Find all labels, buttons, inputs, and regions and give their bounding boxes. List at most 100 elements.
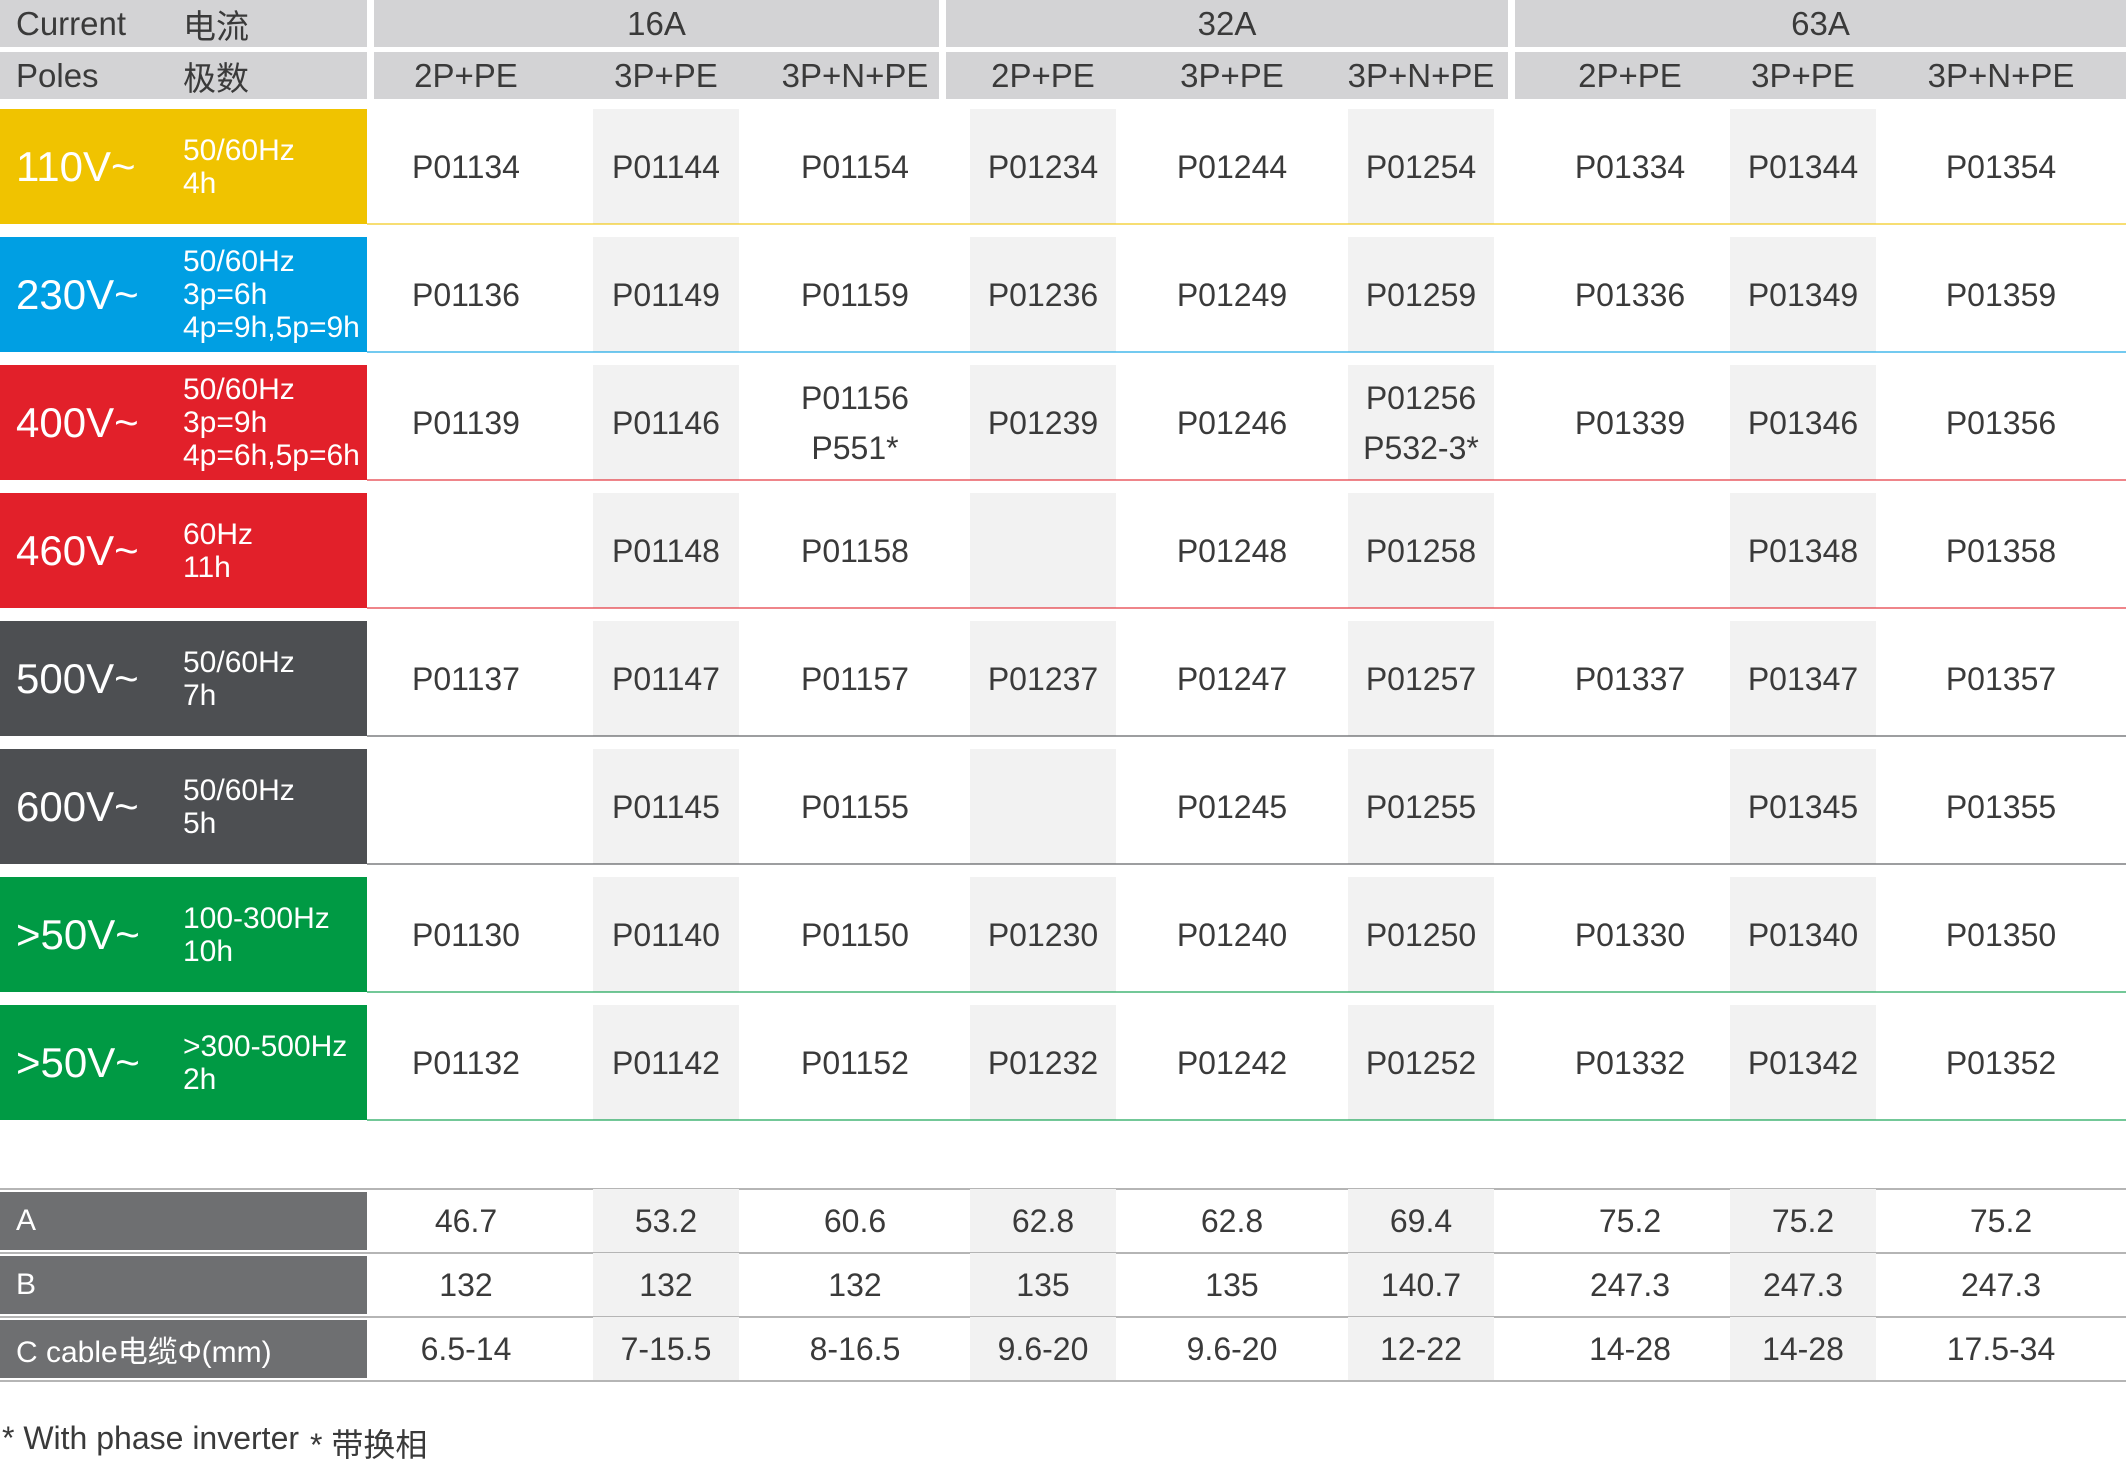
product-code-cell: P01237 [948,621,1138,736]
frequency-duration: 50/60Hz 3p=9h 4p=6h,5p=6h [183,373,360,472]
dimension-label: A [16,1204,37,1237]
voltage-cell: 600V~ 50/60Hz 5h [0,749,367,864]
column-shade [1730,237,1876,352]
dimension-value-cell: 75.2 [1535,1192,1725,1250]
product-code: P01255 [1365,788,1477,825]
voltage-label: 460V~ [16,526,139,574]
product-code-cell: P01345 [1708,749,1898,864]
poles-label: Poles [16,56,99,94]
dimension-value-cell: 247.3 [1906,1256,2096,1314]
dimension-value-cell: 135 [1137,1256,1327,1314]
frequency-line: 100-300Hz [183,901,330,935]
dimension-value-cell: 8-16.5 [760,1320,950,1378]
product-code-cell: P01156 P551* [760,365,950,480]
product-code-cell [1535,749,1725,864]
dimension-value-cell: 62.8 [948,1192,1138,1250]
product-code: P01252 [1365,1044,1477,1081]
frequency-duration: 60Hz 11h [183,518,253,584]
product-code: P01134 [412,148,520,185]
product-code: P532-3* [1363,429,1479,466]
dimension-value: 135 [1016,1267,1070,1303]
column-shade [593,1005,739,1120]
product-code: P01249 [1176,276,1288,313]
product-code-cell: P01147 [571,621,761,736]
product-code: P01355 [1945,788,2057,825]
product-code: P01144 [612,148,720,185]
poles-group-band [946,52,1508,99]
product-code-cell: P01350 [1906,877,2096,992]
row-separator [367,351,2126,353]
pole-header-cell: 3P+N+PE [1906,52,2096,99]
product-code-cell: P01139 [371,365,561,480]
voltage-cell: >50V~ 100-300Hz 10h [0,877,367,992]
dimension-value-cell: 6.5-14 [371,1320,561,1378]
column-shade [1730,1253,1876,1317]
dimension-value: 6.5-14 [420,1331,512,1367]
pole-label: 3P+N+PE [1347,56,1495,94]
column-shade [1730,493,1876,608]
product-code: P01230 [987,916,1099,953]
dimension-value-cell: 247.3 [1708,1256,1898,1314]
column-shade [970,237,1116,352]
product-code-cell: P01236 [948,237,1138,352]
product-code-cell: P01358 [1906,493,2096,608]
product-code: P01240 [1176,916,1288,953]
pole-label: 3P+N+PE [1927,56,2075,94]
product-code-cell: P01359 [1906,237,2096,352]
pole-label: 3P+N+PE [781,56,929,94]
product-code: P01136 [412,276,520,313]
product-code-cell: P01136 [371,237,561,352]
product-code: P01257 [1365,660,1477,697]
column-shade [593,621,739,736]
voltage-cell: 230V~ 50/60Hz 3p=6h 4p=9h,5p=9h [0,237,367,352]
column-shade [593,749,739,864]
frequency-line: 5h [183,806,217,840]
pole-header-cell: 2P+PE [948,52,1138,99]
product-code: P01254 [1365,148,1477,185]
product-code-cell: P01130 [371,877,561,992]
voltage-label: 110V~ [16,142,136,190]
product-code-cell [948,493,1138,608]
product-code: P01250 [1365,916,1477,953]
dimension-value: 75.2 [1771,1203,1835,1239]
row-separator [367,735,2126,737]
product-code-cell: P01355 [1906,749,2096,864]
dimension-value: 62.8 [1011,1203,1075,1239]
product-code: P01345 [1747,788,1859,825]
pole-header-cell: 3P+PE [571,52,761,99]
dimension-label: B [16,1268,37,1301]
current-group-label: 63A [1791,4,1850,42]
product-code-cell: P01354 [1906,109,2096,224]
product-code: P01330 [1574,916,1686,953]
dimension-value: 75.2 [1969,1203,2033,1239]
frequency-line: 50/60Hz [183,245,295,278]
pole-label: 3P+PE [1751,56,1855,94]
product-code-cell: P01334 [1535,109,1725,224]
current-label: Current [16,4,127,42]
dimension-value: 12-22 [1380,1331,1462,1367]
product-code: P01357 [1945,660,2057,697]
product-code-cell: P01149 [571,237,761,352]
dimension-value: 8-16.5 [809,1331,901,1367]
dimension-value: 132 [439,1267,493,1303]
dimension-label-cell: A [0,1192,367,1250]
frequency-line: 2h [183,1062,217,1096]
product-code: P01344 [1747,148,1859,185]
product-code-cell: P01255 [1326,749,1516,864]
current-group-header: 63A [1515,0,2126,47]
product-code-cell: P01249 [1137,237,1327,352]
dimension-value-cell: 140.7 [1326,1256,1516,1314]
dimension-value-cell: 132 [760,1256,950,1314]
dimension-value-cell: 9.6-20 [948,1320,1138,1378]
product-code: P01237 [987,660,1099,697]
frequency-line: 4p=9h,5p=9h [183,311,360,344]
frequency-line: 7h [183,678,217,712]
column-shade [593,493,739,608]
pole-label: 2P+PE [1578,56,1682,94]
column-shade [1348,237,1494,352]
product-code-cell: P01248 [1137,493,1327,608]
product-code: P01139 [412,404,520,441]
dimension-value: 60.6 [823,1203,887,1239]
product-code: P01147 [612,660,720,697]
product-code: P01148 [612,532,720,569]
